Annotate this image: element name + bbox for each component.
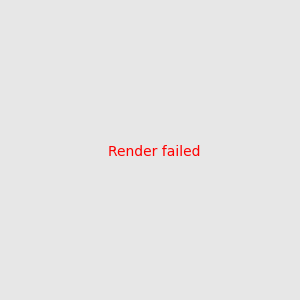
- Text: Render failed: Render failed: [107, 145, 200, 158]
